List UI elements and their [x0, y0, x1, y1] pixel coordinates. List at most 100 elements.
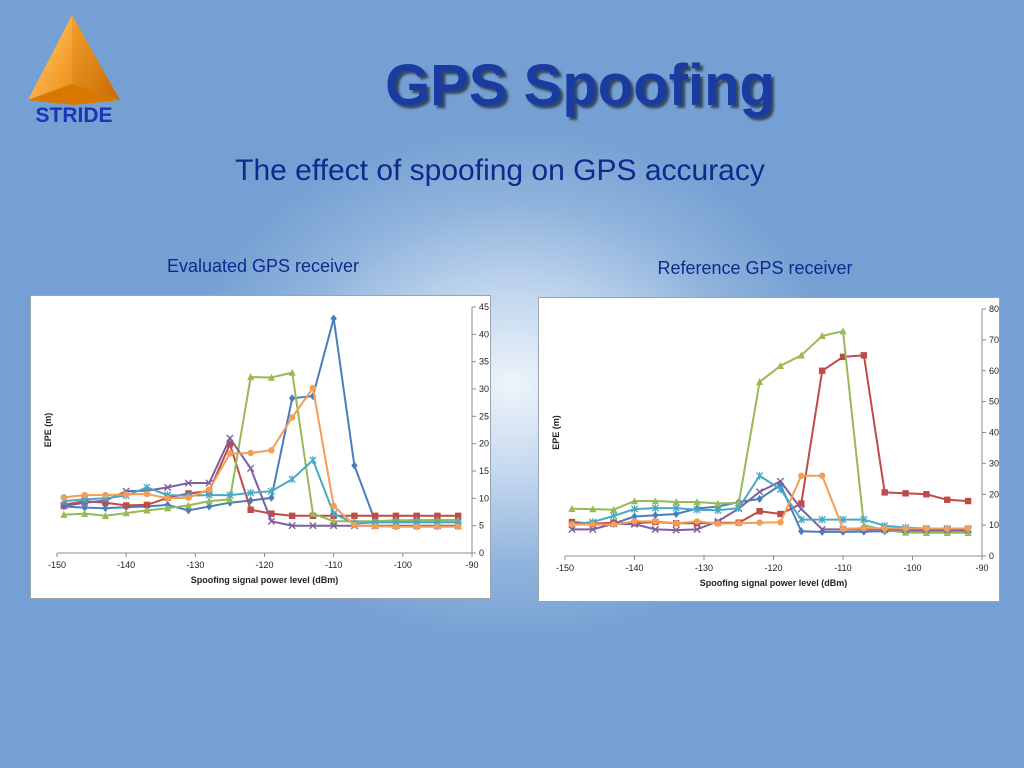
data-point — [839, 525, 847, 533]
data-point — [122, 491, 130, 498]
y-axis-label: EPE (m) — [551, 415, 561, 450]
data-point — [631, 518, 638, 525]
series-line — [572, 480, 969, 532]
data-point — [330, 517, 338, 525]
data-point — [351, 461, 358, 470]
data-point — [776, 477, 785, 485]
data-point — [205, 486, 213, 493]
data-point — [735, 520, 742, 527]
data-point — [756, 378, 764, 386]
data-point — [797, 351, 805, 359]
y-tick-label: 20 — [989, 489, 999, 499]
data-point — [589, 505, 597, 513]
y-tick-label: 50 — [989, 397, 999, 407]
data-point — [185, 506, 192, 515]
data-point — [777, 519, 784, 526]
data-point — [454, 512, 462, 520]
data-point — [60, 510, 68, 518]
data-point — [964, 525, 972, 532]
data-point — [839, 327, 847, 335]
data-point — [81, 503, 88, 512]
data-point — [609, 512, 618, 520]
data-point — [185, 494, 192, 501]
series-4 — [568, 477, 972, 534]
data-point — [797, 515, 805, 524]
data-point — [288, 512, 296, 520]
series-2 — [568, 352, 972, 527]
data-point — [860, 515, 868, 524]
data-point — [184, 479, 193, 487]
data-point — [922, 529, 930, 537]
x-tick-label: -100 — [903, 563, 921, 573]
data-point — [630, 497, 639, 505]
data-point — [693, 518, 701, 525]
data-point — [652, 518, 659, 525]
series-line — [63, 371, 459, 523]
series-line — [571, 474, 969, 530]
data-point — [756, 494, 763, 503]
data-point — [755, 471, 764, 480]
y-tick-label: 30 — [479, 384, 489, 394]
data-point — [392, 523, 400, 530]
chart-evaluated-plot: -150 -140 -130 -120 -110 -100 -900 5 10 15 20 25 30 3… — [43, 302, 489, 585]
data-point — [944, 496, 951, 504]
data-point — [693, 525, 701, 534]
data-point — [798, 500, 805, 507]
data-point — [693, 498, 701, 506]
data-point — [434, 512, 441, 520]
data-point — [309, 509, 317, 517]
chart-caption-evaluated: Evaluated GPS receiver — [166, 256, 360, 276]
y-tick-label: 70 — [989, 335, 999, 345]
data-point — [267, 517, 276, 525]
data-point — [102, 491, 109, 499]
data-point — [143, 501, 151, 509]
data-point — [60, 501, 68, 509]
data-point — [184, 501, 193, 509]
x-tick-label: -110 — [325, 560, 342, 570]
data-point — [589, 525, 597, 534]
data-point — [881, 489, 888, 496]
data-point — [964, 529, 972, 537]
x-tick-label: -110 — [834, 563, 851, 573]
y-tick-label: 10 — [479, 493, 489, 503]
data-point — [164, 504, 172, 512]
data-point — [818, 367, 826, 374]
data-point — [413, 523, 420, 530]
data-point — [672, 504, 680, 512]
data-point — [163, 483, 172, 492]
y-tick-label: 25 — [479, 411, 489, 421]
data-point — [164, 495, 171, 502]
y-tick-label: 60 — [989, 366, 999, 376]
data-point — [818, 527, 826, 536]
data-point — [860, 525, 868, 532]
data-point — [330, 509, 338, 518]
slide-title: GPS Spoofing — [385, 53, 775, 118]
data-point — [434, 523, 441, 530]
data-point — [267, 487, 276, 496]
x-axis-label: Spoofing signal power level (dBm) — [700, 578, 848, 588]
x-tick-label: -150 — [556, 563, 574, 573]
y-tick-label: 0 — [989, 551, 994, 561]
data-point — [351, 512, 358, 520]
data-point — [143, 506, 151, 514]
data-point — [143, 483, 151, 492]
data-point — [798, 472, 805, 479]
data-point — [309, 384, 317, 392]
data-point — [776, 485, 785, 494]
data-point — [568, 521, 576, 528]
data-point — [672, 526, 680, 534]
data-point — [944, 525, 951, 532]
data-point — [143, 490, 151, 498]
y-tick-label: 5 — [479, 521, 484, 531]
data-point — [122, 509, 130, 517]
data-point — [309, 521, 317, 530]
data-point — [610, 505, 618, 513]
data-point — [672, 498, 680, 506]
data-point — [329, 521, 338, 530]
logo-text: STRIDE — [35, 104, 113, 127]
series-6 — [60, 384, 462, 530]
chart-evaluated: -150 -140 -130 -120 -110 -100 -90 0 5 10 15 20 25 30 3… — [30, 295, 491, 599]
y-tick-label: 35 — [479, 357, 489, 367]
series-3 — [568, 327, 972, 537]
data-point — [226, 495, 234, 503]
